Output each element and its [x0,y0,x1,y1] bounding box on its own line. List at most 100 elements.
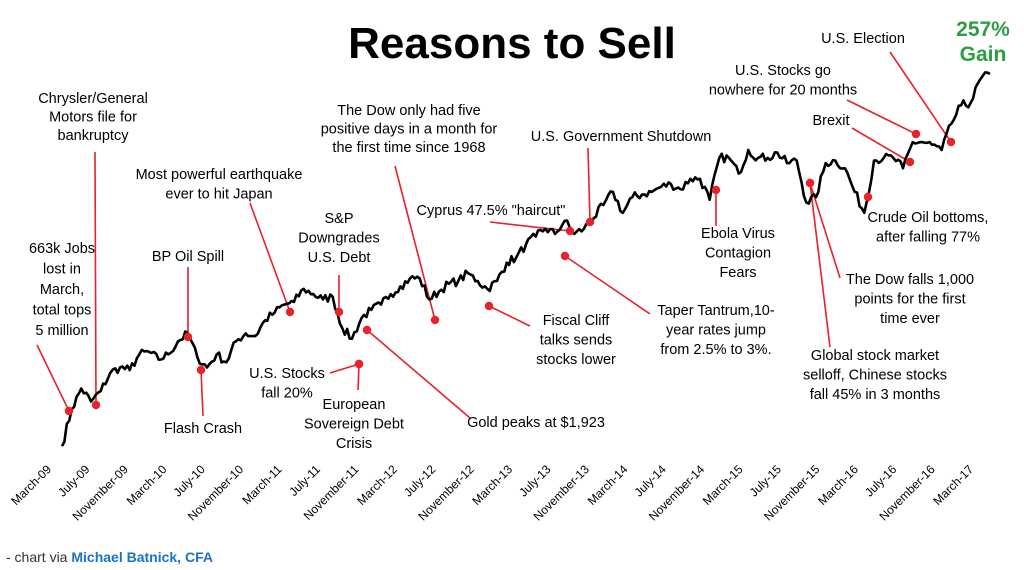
event-marker [362,325,372,335]
annotation-text: Downgrades [298,231,379,247]
annotation-text: 663k Jobs [29,241,95,257]
annotation-text: Flash Crash [164,421,242,437]
annotation-text: after falling 77% [876,230,980,246]
event-marker [91,400,101,410]
author-link[interactable]: Michael Batnick, CFA [71,549,213,565]
annotation-pointer [94,151,97,406]
x-tick-label: July-15 [747,462,784,499]
event-marker [585,217,595,227]
annotation-pointer [889,51,952,143]
x-tick-label: March-14 [585,462,631,508]
annotation-pointer [366,329,471,419]
annotation-pointer [564,255,651,315]
annotation-text: U.S. Debt [308,250,371,266]
annotation-pointer [394,165,436,321]
x-tick-label: July-12 [401,462,438,499]
x-tick-label: March-11 [240,462,285,507]
event-marker [334,307,344,317]
annotation-pointer [36,344,70,412]
event-marker [183,332,193,342]
event-marker [285,307,295,317]
event-marker [560,251,570,261]
annotation-text: Fiscal Cliff [543,313,611,329]
annotation-text: time ever [880,311,940,327]
gain-label-percent: 257% [956,18,1010,41]
annotation-text: from 2.5% to 3%. [660,342,771,358]
annotation-text: Chrysler/General [38,91,148,107]
x-tick-label: July-14 [632,462,669,499]
annotation-text: The Dow falls 1,000 [846,272,974,288]
event-marker [196,365,206,375]
annotation-pointer [851,127,911,163]
annotation-pointer [587,147,591,223]
annotation-text: Taper Tantrum,10- [657,303,775,319]
annotation-pointer [809,182,841,279]
event-marker [911,129,921,139]
annotation-text: ever to hit Japan [165,187,272,203]
chart-title: Reasons to Sell [348,19,676,68]
annotation-pointer [488,305,531,327]
annotation-texts: 663k Jobs lost in March, total tops 5 millio… [29,31,989,452]
annotation-text: nowhere for 20 months [709,83,857,99]
annotation-text: the first time since 1968 [332,140,485,156]
event-marker [354,359,364,369]
caption-prefix: - chart via [6,549,72,565]
annotation-text: Global stock market [811,348,939,364]
annotation-text: Crisis [336,436,372,452]
chart: Reasons to Sell 257% Gain 663k Jobs lost … [8,18,1010,524]
x-tick-label: March-13 [469,462,515,508]
event-marker [64,406,74,416]
event-marker [430,315,440,325]
annotation-text: total tops [33,303,92,319]
annotation-text: S&P [324,211,353,227]
event-marker [711,185,721,195]
annotation-text: fall 20% [261,386,313,402]
annotation-pointer [200,369,204,417]
annotation-text: Crude Oil bottoms, [868,210,989,226]
annotation-pointer [809,182,831,348]
chart-caption: - chart via Michael Batnick, CFA [6,549,213,565]
pointer-lines [36,51,952,419]
x-tick-label: July-13 [516,462,553,499]
event-marker [905,157,915,167]
annotation-text: Sovereign Debt [304,417,404,433]
annotation-text: Ebola Virus [701,226,775,242]
annotation-text: selloff, Chinese stocks [803,368,947,384]
annotation-text: talks sends [540,333,613,349]
annotation-text: Brexit [812,113,849,129]
annotation-text: U.S. Election [821,31,905,47]
annotation-pointer [249,202,291,313]
annotation-text: Fears [719,265,756,281]
annotation-text: Gold peaks at $1,923 [467,415,605,431]
annotation-text: Most powerful earthquake [136,167,303,183]
annotation-text: Cyprus 47.5% "haircut" [417,203,566,219]
annotation-text: 5 million [35,323,88,339]
annotation-pointer [846,99,917,135]
x-tick-label: March-10 [124,462,170,508]
price-line [60,71,991,447]
x-tick-label: July-11 [286,462,323,499]
gain-label-word: Gain [960,43,1007,66]
x-tick-label: July-09 [55,462,92,499]
chart-frame: Reasons to Sell 257% Gain 663k Jobs lost … [8,18,1010,524]
annotation-text: U.S. Government Shutdown [531,129,712,145]
x-tick-label: March-12 [354,462,400,508]
annotation-text: U.S. Stocks go [735,63,831,79]
event-markers [64,129,956,416]
x-tick-label: July-10 [171,462,208,499]
x-tick-label: March-15 [700,462,746,508]
x-tick-label: March-09 [8,462,54,508]
event-marker [484,301,494,311]
x-tick-label: July-16 [862,462,899,499]
x-tick-label: March-17 [930,462,976,508]
annotation-pointer [329,363,360,374]
annotation-text: The Dow only had five [337,103,480,119]
annotation-text: stocks lower [536,352,616,368]
event-marker [565,226,575,236]
annotation-text: lost in [43,262,81,278]
annotation-text: European [323,397,386,413]
annotation-text: fall 45% in 3 months [810,387,941,403]
annotation-text: BP Oil Spill [152,249,224,265]
annotation-pointer [489,221,571,232]
